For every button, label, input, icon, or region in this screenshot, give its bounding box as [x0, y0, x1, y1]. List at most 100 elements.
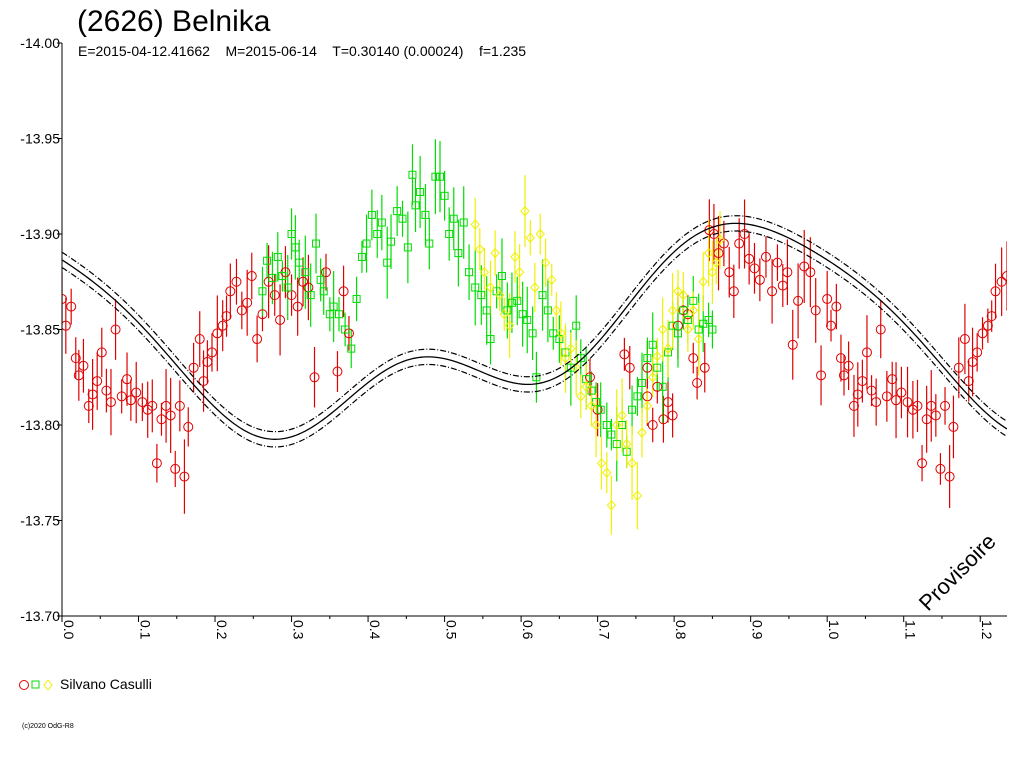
data-point-square	[440, 191, 449, 200]
data-point-circle	[713, 248, 724, 259]
data-point-square	[387, 237, 396, 246]
data-point-square	[459, 218, 468, 227]
data-point-circle	[799, 261, 810, 272]
data-point-diamond	[510, 251, 520, 263]
y-tick-label: -13.70	[20, 608, 60, 624]
data-point-circle	[217, 320, 228, 331]
data-point-circle	[839, 370, 850, 381]
data-point-circle	[116, 391, 127, 402]
x-tick-label: 0.2	[214, 620, 230, 640]
y-tick-label: -13.95	[20, 131, 60, 147]
data-point-circle	[156, 414, 167, 425]
x-tick-label: 0.3	[291, 620, 307, 640]
x-tick-label: 0.1	[138, 620, 154, 640]
data-point-square	[482, 306, 491, 315]
data-point-square	[377, 218, 386, 227]
data-point-square	[273, 252, 282, 261]
data-point-diamond	[576, 391, 586, 402]
data-point-diamond	[499, 308, 509, 320]
data-point-square	[287, 230, 296, 238]
y-tick-label: -13.75	[20, 513, 60, 529]
data-point-square	[449, 214, 458, 223]
data-point-circle	[935, 463, 946, 474]
data-point-square	[638, 378, 647, 387]
data-point-circle	[921, 414, 932, 425]
data-point-circle	[642, 362, 653, 373]
data-point-circle	[62, 320, 71, 331]
data-point-diamond	[566, 343, 576, 354]
data-point-diamond	[525, 232, 535, 244]
data-point-square	[411, 201, 420, 210]
y-tick-label: -13.85	[20, 322, 60, 338]
data-point-circle	[861, 347, 872, 358]
data-point-square	[454, 249, 463, 258]
data-point-diamond	[551, 305, 561, 316]
data-point-circle	[996, 276, 1007, 287]
data-point-circle	[843, 360, 854, 371]
data-point-square	[518, 310, 527, 319]
data-point-circle	[298, 276, 309, 287]
data-point-square	[602, 421, 611, 429]
x-tick-label: 0.0	[61, 620, 77, 640]
data-point-square	[486, 335, 495, 344]
data-point-circle	[728, 286, 739, 297]
data-point-square	[596, 405, 605, 414]
x-tick-label: 0.4	[367, 620, 383, 640]
data-point-square	[612, 440, 621, 449]
data-point-square	[668, 321, 677, 330]
data-point-square	[532, 373, 541, 382]
data-point-circle	[87, 389, 98, 400]
data-point-diamond	[535, 228, 545, 240]
data-point-square	[633, 392, 642, 401]
data-point-circle	[805, 267, 816, 278]
data-point-diamond	[678, 289, 688, 301]
data-point-square	[528, 329, 537, 338]
data-point-diamond	[657, 324, 668, 335]
data-point-diamond	[703, 247, 714, 259]
data-point-square	[628, 405, 637, 414]
data-point-square	[334, 310, 343, 319]
data-point-square	[561, 348, 570, 357]
data-point-circle	[125, 395, 136, 406]
data-point-circle	[275, 314, 286, 325]
data-point-circle	[194, 334, 205, 345]
data-point-diamond	[637, 427, 647, 438]
data-point-circle	[221, 311, 232, 322]
x-tick-label: 1.0	[826, 620, 842, 640]
data-point-circle	[170, 463, 181, 474]
data-point-circle	[917, 458, 928, 469]
x-tick-label: 0.9	[750, 620, 766, 640]
data-point-circle	[212, 328, 223, 339]
data-point-circle	[179, 471, 190, 482]
data-point-square	[643, 354, 652, 363]
data-point-square	[658, 382, 667, 391]
data-point-circle	[739, 229, 750, 239]
data-point-square	[347, 344, 356, 353]
chart-title: (2626) Belnika	[77, 5, 271, 38]
data-point-diamond	[591, 419, 601, 431]
data-point-square	[263, 256, 272, 265]
x-tick-label: 1.2	[979, 620, 995, 640]
data-point-square	[708, 325, 717, 334]
data-point-circle	[246, 271, 257, 282]
data-point-square	[572, 321, 581, 330]
data-point-circle	[110, 324, 121, 335]
data-point-square	[523, 315, 532, 324]
data-point-circle	[624, 362, 635, 373]
data-point-square	[278, 272, 287, 281]
data-point-circle	[688, 353, 699, 364]
data-point-circle	[202, 356, 213, 367]
data-point-diamond	[617, 410, 627, 421]
x-tick-label: 0.6	[520, 620, 536, 640]
data-point-square	[543, 306, 552, 315]
data-point-diamond	[581, 381, 591, 393]
data-point-diamond	[485, 282, 496, 293]
data-point-diamond	[540, 257, 551, 268]
data-point-circle	[857, 376, 868, 387]
data-point-circle	[151, 458, 162, 469]
data-point-diamond	[715, 234, 725, 245]
data-point-circle	[1002, 271, 1007, 282]
data-point-circle	[66, 301, 77, 312]
data-point-diamond	[520, 205, 530, 217]
data-point-circle	[953, 362, 964, 373]
